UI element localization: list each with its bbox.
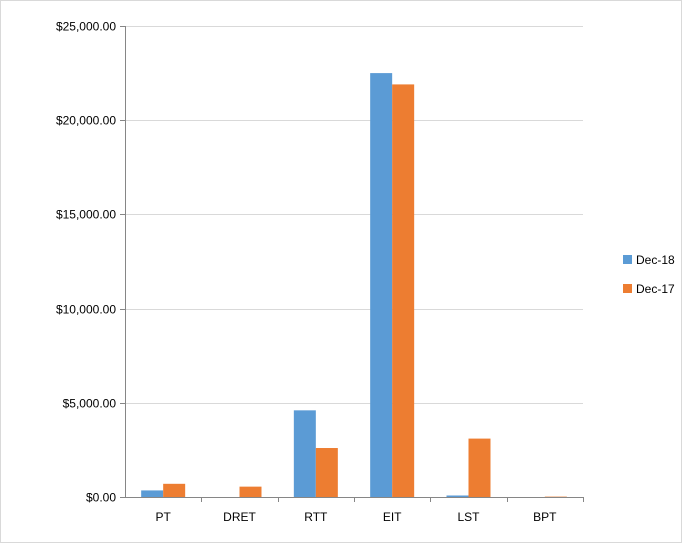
y-tick-label: $0.00 [86,491,116,505]
y-tick-label: $15,000.00 [56,208,116,222]
x-tick-label: BPT [533,510,557,524]
x-tick-label: DRET [223,510,256,524]
legend-label: Dec-18 [636,253,675,267]
bar-dec-17-lst [469,439,491,497]
bar-dec-17-dret [240,487,262,497]
x-tick-label: PT [155,510,171,524]
bars [141,73,567,497]
x-tick-labels: PT DRET RTT EIT LST BPT [155,510,557,524]
y-tick-label: $25,000.00 [56,20,116,34]
legend-swatch [623,255,632,264]
y-tick-label: $10,000.00 [56,303,116,317]
bar-dec-17-pt [163,484,185,497]
x-tick-label: EIT [383,510,402,524]
bar-dec-17-eit [392,84,414,497]
x-tick-label: RTT [304,510,328,524]
axes [120,26,584,502]
legend-swatch [623,284,632,293]
legend-label: Dec-17 [636,282,675,296]
y-tick-label: $5,000.00 [63,397,117,411]
bar-dec-17-rtt [316,448,338,497]
legend: Dec-18 Dec-17 [623,253,675,296]
x-tick-label: LST [457,510,480,524]
bar-dec-18-pt [141,490,163,497]
bar-dec-18-rtt [294,410,316,497]
bar-dec-18-eit [370,73,392,497]
gridlines [125,27,583,404]
y-tick-label: $20,000.00 [56,114,116,128]
y-tick-labels: $0.00 $5,000.00 $10,000.00 $15,000.00 $20,00… [56,20,116,505]
bar-dec-18-lst [447,495,469,497]
